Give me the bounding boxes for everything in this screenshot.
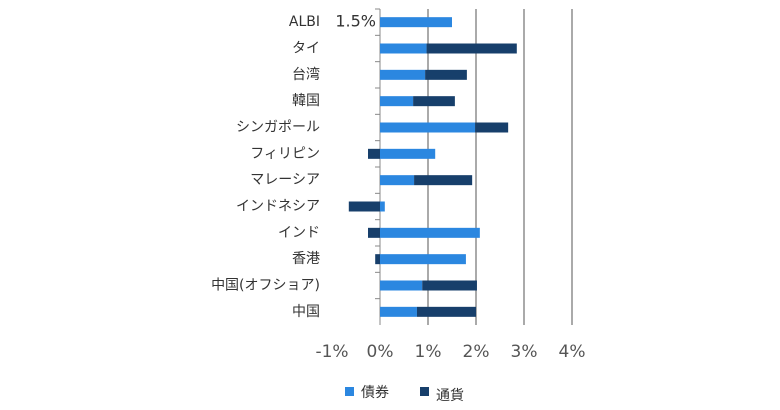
y-tick-label: インドネシア bbox=[236, 199, 320, 215]
bar bbox=[414, 175, 473, 186]
y-tick-label: フィリピン bbox=[250, 146, 320, 162]
legend-label: 通貨 bbox=[436, 387, 464, 404]
y-tick-label: ALBI bbox=[289, 14, 320, 30]
bar bbox=[380, 227, 480, 238]
y-tick-label: 台湾 bbox=[292, 66, 320, 83]
bar bbox=[380, 96, 414, 107]
bar bbox=[375, 254, 380, 265]
bar bbox=[368, 148, 380, 159]
bar bbox=[426, 43, 517, 54]
y-tick-label: 香港 bbox=[292, 251, 320, 267]
bar bbox=[422, 280, 477, 291]
bar bbox=[380, 148, 436, 159]
bar bbox=[380, 17, 452, 28]
legend-swatch bbox=[420, 387, 429, 396]
x-tick-label: 4% bbox=[559, 342, 586, 362]
bar bbox=[380, 69, 426, 80]
bar bbox=[348, 201, 380, 212]
x-tick-label: 0% bbox=[367, 342, 394, 362]
y-tick-label: タイ bbox=[292, 41, 320, 57]
y-tick-label: インド bbox=[278, 225, 320, 241]
bar bbox=[380, 280, 423, 291]
x-tick-label: 1% bbox=[415, 342, 442, 362]
y-tick-label: シンガポール bbox=[236, 120, 320, 136]
data-label: 1.5% bbox=[335, 12, 376, 31]
bar bbox=[380, 254, 466, 265]
legend-swatch bbox=[345, 387, 354, 396]
bar bbox=[380, 43, 427, 54]
legend-label: 債券 bbox=[361, 385, 389, 401]
x-tick-label: -1% bbox=[315, 342, 348, 362]
bar bbox=[368, 227, 380, 238]
bar bbox=[380, 201, 385, 212]
bar bbox=[380, 306, 417, 317]
y-tick-label: マレーシア bbox=[250, 172, 320, 188]
bar bbox=[425, 69, 467, 80]
y-tick-label: 中国 bbox=[292, 304, 320, 320]
bar bbox=[475, 122, 509, 133]
bar bbox=[413, 96, 455, 107]
x-tick-label: 2% bbox=[463, 342, 490, 362]
y-tick-label: 中国(オフショア) bbox=[211, 278, 320, 294]
y-tick-label: 韓国 bbox=[292, 93, 320, 109]
bar bbox=[416, 306, 476, 317]
bar bbox=[380, 122, 476, 133]
bar bbox=[380, 175, 415, 186]
x-tick-label: 3% bbox=[511, 342, 538, 362]
